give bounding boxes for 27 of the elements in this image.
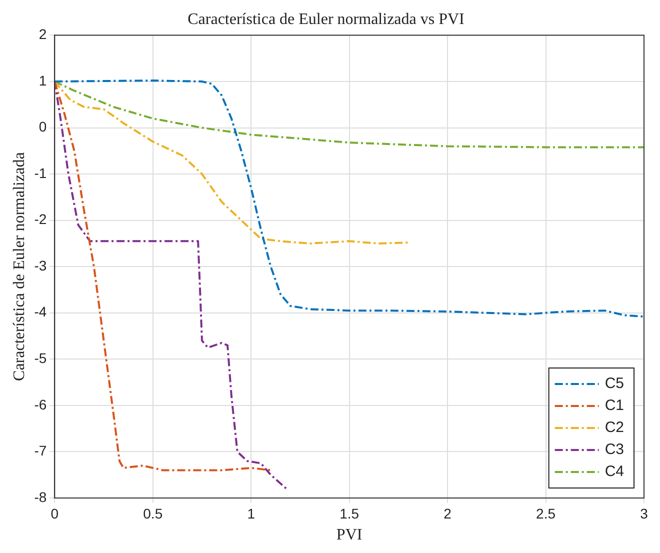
line-series <box>54 80 410 244</box>
legend-label: C2 <box>604 419 624 436</box>
x-tick-label: 3 <box>640 505 648 522</box>
x-tick-label: 2 <box>444 505 452 522</box>
y-tick-label: 2 <box>38 26 47 42</box>
y-axis-title: Característica de Euler normalizada <box>10 152 28 381</box>
x-tick-label: 2.5 <box>536 505 556 522</box>
y-tick-label: -7 <box>34 442 47 459</box>
x-axis-title: PVI <box>336 526 362 544</box>
legend-label: C5 <box>604 375 624 392</box>
legend-label: C1 <box>604 397 624 414</box>
x-tick-label: 1 <box>247 505 256 522</box>
x-tick-label: 1.5 <box>340 505 360 522</box>
y-tick-label: -3 <box>34 257 47 274</box>
x-tick-label: 0 <box>50 505 59 522</box>
y-tick-label: 1 <box>38 72 47 88</box>
y-tick-label: -6 <box>34 396 47 412</box>
y-tick-label: -4 <box>34 304 47 320</box>
y-tick-label: -2 <box>34 211 47 228</box>
legend-label: C4 <box>604 463 624 480</box>
y-tick-label: -5 <box>34 350 47 366</box>
chart-title: Característica de Euler normalizada vs PVI <box>188 10 464 28</box>
x-tick-label: 0.5 <box>143 505 163 522</box>
y-tick-label: -8 <box>34 488 47 505</box>
y-tick-label: 0 <box>38 118 47 135</box>
legend-label: C3 <box>604 441 624 458</box>
y-tick-label: -1 <box>34 164 47 181</box>
